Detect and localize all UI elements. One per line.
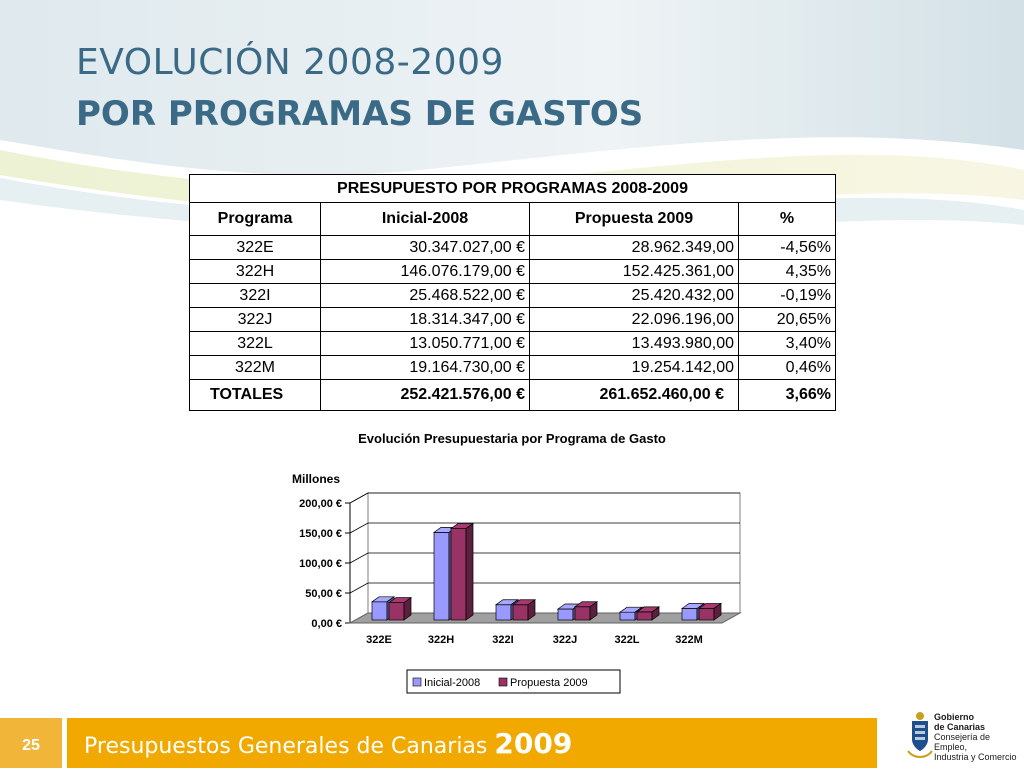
bar-322M-inicial (681, 608, 698, 621)
x-tick-label: 322I (492, 634, 513, 646)
footer-bar (67, 718, 877, 768)
cell-total-percent: 3,66% (738, 379, 836, 411)
bar-side-322I (527, 599, 536, 621)
bar-322I-propuesta (512, 604, 529, 621)
legend-swatch (498, 677, 508, 687)
cell-inicial: 13.050.771,00 € (320, 331, 530, 356)
logo-text: Gobierno de Canarias Consejería de Emple… (934, 712, 1024, 762)
footer-title: Presupuestos Generales de Canarias 2009 (84, 727, 572, 760)
x-tick-label: 322L (614, 634, 639, 646)
cell-percent: 3,40% (738, 331, 836, 356)
header-inicial-2008: Inicial-2008 (320, 202, 530, 236)
y-tick-label: 0,00 € (311, 618, 342, 630)
y-tick-label: 100,00 € (299, 558, 342, 570)
slide-title-line2: POR PROGRAMAS DE GASTOS (76, 94, 644, 134)
cell-propuesta: 22.096.196,00 (529, 307, 739, 332)
cell-totales-label: TOTALES (189, 379, 321, 411)
legend-label: Propuesta 2009 (510, 677, 588, 689)
slide-title-line1: EVOLUCIÓN 2008-2009 (76, 42, 504, 83)
cell-programa: 322I (189, 283, 321, 308)
cell-inicial: 25.468.522,00 € (320, 283, 530, 308)
budget-bar-chart: 0,00 € 50,00 € 100,00 € 150,00 € 200,00 € Mil… (292, 472, 742, 694)
gridline (349, 552, 740, 564)
page-number: 25 (0, 718, 62, 768)
cell-propuesta: 152.425.361,00 (529, 259, 739, 284)
cell-total-inicial: 252.421.576,00 € (320, 379, 530, 411)
header-programa: Programa (189, 202, 321, 236)
cell-programa: 322H (189, 259, 321, 284)
logo-line1: Gobierno (934, 712, 974, 722)
bar-side-322J (589, 601, 598, 621)
cell-propuesta: 25.420.432,00 (529, 283, 739, 308)
gobierno-canarias-logo (904, 707, 1024, 767)
bar-322H-propuesta (450, 528, 467, 621)
cell-percent: 4,35% (738, 259, 836, 284)
bar-322L-propuesta (636, 611, 653, 621)
bar-322L-inicial (619, 611, 636, 621)
table-row: 322I 25.468.522,00 € 25.420.432,00 -0,19… (189, 283, 836, 308)
cell-propuesta: 19.254.142,00 (529, 355, 739, 380)
bar-side-322L (651, 606, 660, 621)
cell-percent: 20,65% (738, 307, 836, 332)
cell-inicial: 30.347.027,00 € (320, 235, 530, 260)
x-tick-label: 322H (428, 634, 454, 646)
header-propuesta-2009: Propuesta 2009 (529, 202, 739, 236)
footer-text: Presupuestos Generales de Canarias (84, 734, 488, 759)
y-axis-title: Millones (292, 472, 340, 486)
legend-label: Inicial-2008 (424, 677, 480, 689)
cell-programa: 322L (189, 331, 321, 356)
logo-line2: de Canarias (934, 722, 986, 732)
table-row: 322E 30.347.027,00 € 28.962.349,00 -4,56… (189, 235, 836, 260)
table-row: 322H 146.076.179,00 € 152.425.361,00 4,3… (189, 259, 836, 284)
bar-322I-inicial (495, 604, 512, 621)
cell-total-propuesta: 261.652.460,00 € (529, 379, 739, 411)
bar-side-322E (403, 596, 412, 621)
bar-322E-propuesta (388, 602, 405, 621)
gridline (349, 492, 740, 504)
cell-percent: 0,46% (738, 355, 836, 380)
footer-year: 2009 (494, 727, 573, 760)
bar-322J-propuesta (574, 606, 591, 621)
table-caption: PRESUPUESTO POR PROGRAMAS 2008-2009 (189, 174, 836, 203)
y-tick-label: 50,00 € (305, 588, 342, 600)
table-row: 322M 19.164.730,00 € 19.254.142,00 0,46% (189, 355, 836, 380)
chart-title: Evolución Presupuestaria por Programa de… (358, 431, 666, 446)
logo-line4: Industria y Comercio (934, 752, 1017, 762)
table-row: 322L 13.050.771,00 € 13.493.980,00 3,40% (189, 331, 836, 356)
legend-swatch (412, 677, 422, 687)
bar-322J-inicial (557, 608, 574, 621)
bar-322H-inicial (433, 532, 450, 621)
bar-side-322H (465, 522, 474, 621)
header-percent: % (738, 202, 836, 236)
cell-programa: 322M (189, 355, 321, 380)
chart-legend (406, 669, 621, 694)
cell-propuesta: 13.493.980,00 (529, 331, 739, 356)
cell-percent: -4,56% (738, 235, 836, 260)
x-tick-label: 322E (366, 634, 392, 646)
y-tick-label: 150,00 € (299, 528, 342, 540)
cell-percent: -0,19% (738, 283, 836, 308)
gridline (349, 582, 740, 594)
cell-inicial: 19.164.730,00 € (320, 355, 530, 380)
table-header-row: Programa Inicial-2008 Propuesta 2009 % (189, 202, 836, 236)
cell-inicial: 18.314.347,00 € (320, 307, 530, 332)
bar-322M-propuesta (698, 608, 715, 621)
bar-side-322M (713, 602, 722, 621)
logo-line3: Consejería de Empleo, (934, 732, 991, 752)
bar-322E-inicial (371, 601, 388, 621)
gridline (349, 522, 740, 534)
cell-propuesta: 28.962.349,00 (529, 235, 739, 260)
table-totals-row: TOTALES 252.421.576,00 € 261.652.460,00 … (189, 379, 836, 411)
cell-programa: 322J (189, 307, 321, 332)
table-row: 322J 18.314.347,00 € 22.096.196,00 20,65… (189, 307, 836, 332)
cell-inicial: 146.076.179,00 € (320, 259, 530, 284)
y-tick-label: 200,00 € (299, 498, 342, 510)
cell-programa: 322E (189, 235, 321, 260)
budget-table: PRESUPUESTO POR PROGRAMAS 2008-2009 Prog… (189, 174, 836, 411)
x-tick-label: 322M (675, 634, 703, 646)
x-tick-label: 322J (553, 634, 577, 646)
coat-of-arms-icon (907, 712, 933, 758)
